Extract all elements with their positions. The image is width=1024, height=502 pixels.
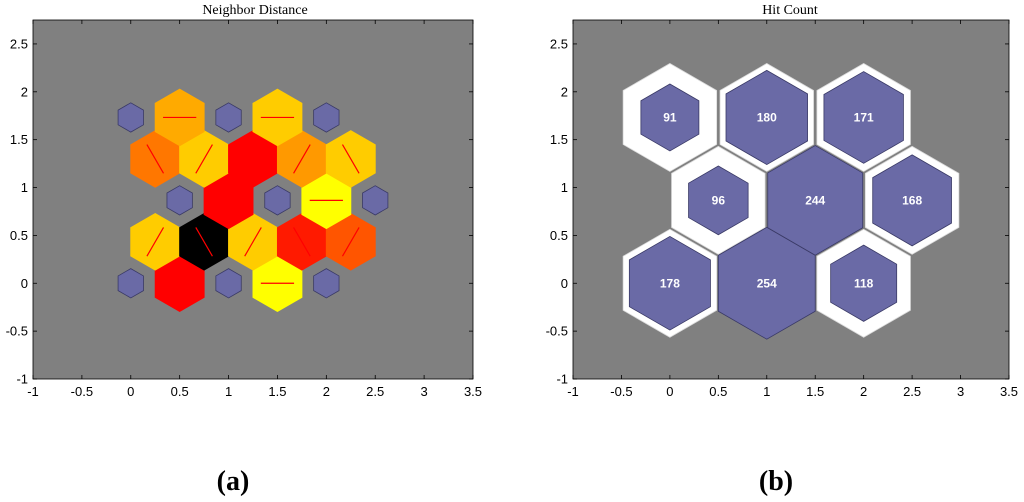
y-tick-label: 1 [21, 180, 28, 195]
x-tick-label: 3.5 [464, 384, 482, 399]
neuron-hex [313, 102, 340, 133]
y-tick-label: -0.5 [6, 324, 28, 339]
x-tick-label: 0 [666, 384, 673, 399]
panel-caption: (b) [759, 466, 793, 497]
hit-count-label: 244 [805, 193, 825, 207]
y-tick-label: 1.5 [10, 132, 28, 147]
hit-count-label: 96 [712, 193, 726, 207]
neuron-hex [215, 268, 242, 299]
x-tick-label: 1.5 [806, 384, 824, 399]
neuron-hex [166, 185, 193, 216]
hit-hex [628, 235, 711, 331]
hit-hex [767, 145, 864, 256]
chart-title: Hit Count [762, 3, 818, 18]
y-tick-label: 0.5 [550, 228, 568, 243]
y-tick-label: 1.5 [550, 132, 568, 147]
x-tick-label: 2.5 [903, 384, 921, 399]
y-tick-label: 2 [21, 84, 28, 99]
y-tick-label: 2.5 [10, 36, 28, 51]
connection-line [244, 227, 262, 257]
neuron-hex [362, 185, 389, 216]
hit-count-label: 178 [660, 276, 680, 290]
neuron-hex [117, 268, 144, 299]
axes: -1 -0.5 0 0.5 1 1.5 2 2.5 3 3.5 -1 -0.5 0 0.5 1 1.5 2 2.5 [6, 20, 482, 399]
x-tick-label: 2.5 [366, 384, 384, 399]
hit-count-label: 168 [902, 193, 922, 207]
y-tick-label: 0 [561, 276, 568, 291]
connection-line [293, 227, 311, 257]
x-tick-label: 1.5 [268, 384, 286, 399]
chart-title: Neighbor Distance [202, 3, 307, 18]
neuron-hex [264, 185, 291, 216]
x-tick-label: 2 [323, 384, 330, 399]
y-tick-label: -1 [556, 372, 568, 387]
neuron-hex [215, 102, 242, 133]
connection-line [195, 144, 213, 174]
connection-line [341, 144, 360, 174]
x-tick-label: -0.5 [71, 384, 93, 399]
x-tick-label: 1 [763, 384, 770, 399]
panel-neighbor-distance: Neighbor Distance (a) -1 -0.5 0 0.5 1 1.5 2 2.5… [6, 3, 482, 497]
x-tick-label: 3 [957, 384, 964, 399]
x-tick-label: 1 [225, 384, 232, 399]
hit-hex [830, 244, 898, 322]
hit-count-label: 91 [663, 110, 677, 124]
y-tick-label: 2 [561, 84, 568, 99]
y-tick-label: 1 [561, 180, 568, 195]
hit-hex [725, 69, 808, 166]
x-tick-label: 3 [420, 384, 427, 399]
hit-hex [640, 83, 700, 152]
x-tick-label: 0.5 [709, 384, 727, 399]
connection-line [293, 144, 311, 174]
x-tick-label: -0.5 [610, 384, 632, 399]
hit-count-label: 254 [757, 276, 777, 290]
x-tick-label: 2 [860, 384, 867, 399]
axes: -1 -0.5 0 0.5 1 1.5 2 2.5 3 3.5 -1 -0.5 0 0.5 1 1.5 2 2.5 [546, 20, 1018, 399]
y-tick-label: 0 [21, 276, 28, 291]
x-tick-label: -1 [567, 384, 579, 399]
x-tick-label: 0 [127, 384, 134, 399]
hit-hex [823, 71, 904, 164]
x-tick-label: 0.5 [171, 384, 189, 399]
connection-line [244, 144, 262, 174]
hit-hex [688, 165, 749, 236]
y-tick-label: -0.5 [546, 324, 568, 339]
x-tick-label: -1 [27, 384, 39, 399]
hex-layer: 178 254 118 96 244 168 91 180 171 [622, 63, 960, 340]
hit-count-label: 171 [854, 110, 874, 124]
hit-hex [872, 154, 952, 247]
neuron-hex [117, 102, 144, 133]
connection-line [146, 144, 165, 174]
neuron-hex [313, 268, 340, 299]
y-tick-label: -1 [16, 372, 28, 387]
hit-count-label: 180 [757, 110, 777, 124]
panel-caption: (a) [217, 466, 250, 497]
x-tick-label: 3.5 [1000, 384, 1018, 399]
hex-layer [117, 88, 389, 313]
hit-count-label: 118 [854, 276, 874, 290]
y-tick-label: 0.5 [10, 228, 28, 243]
y-tick-label: 2.5 [550, 36, 568, 51]
connection-line [341, 227, 360, 257]
connection-line [195, 227, 213, 257]
connection-line [146, 227, 165, 257]
